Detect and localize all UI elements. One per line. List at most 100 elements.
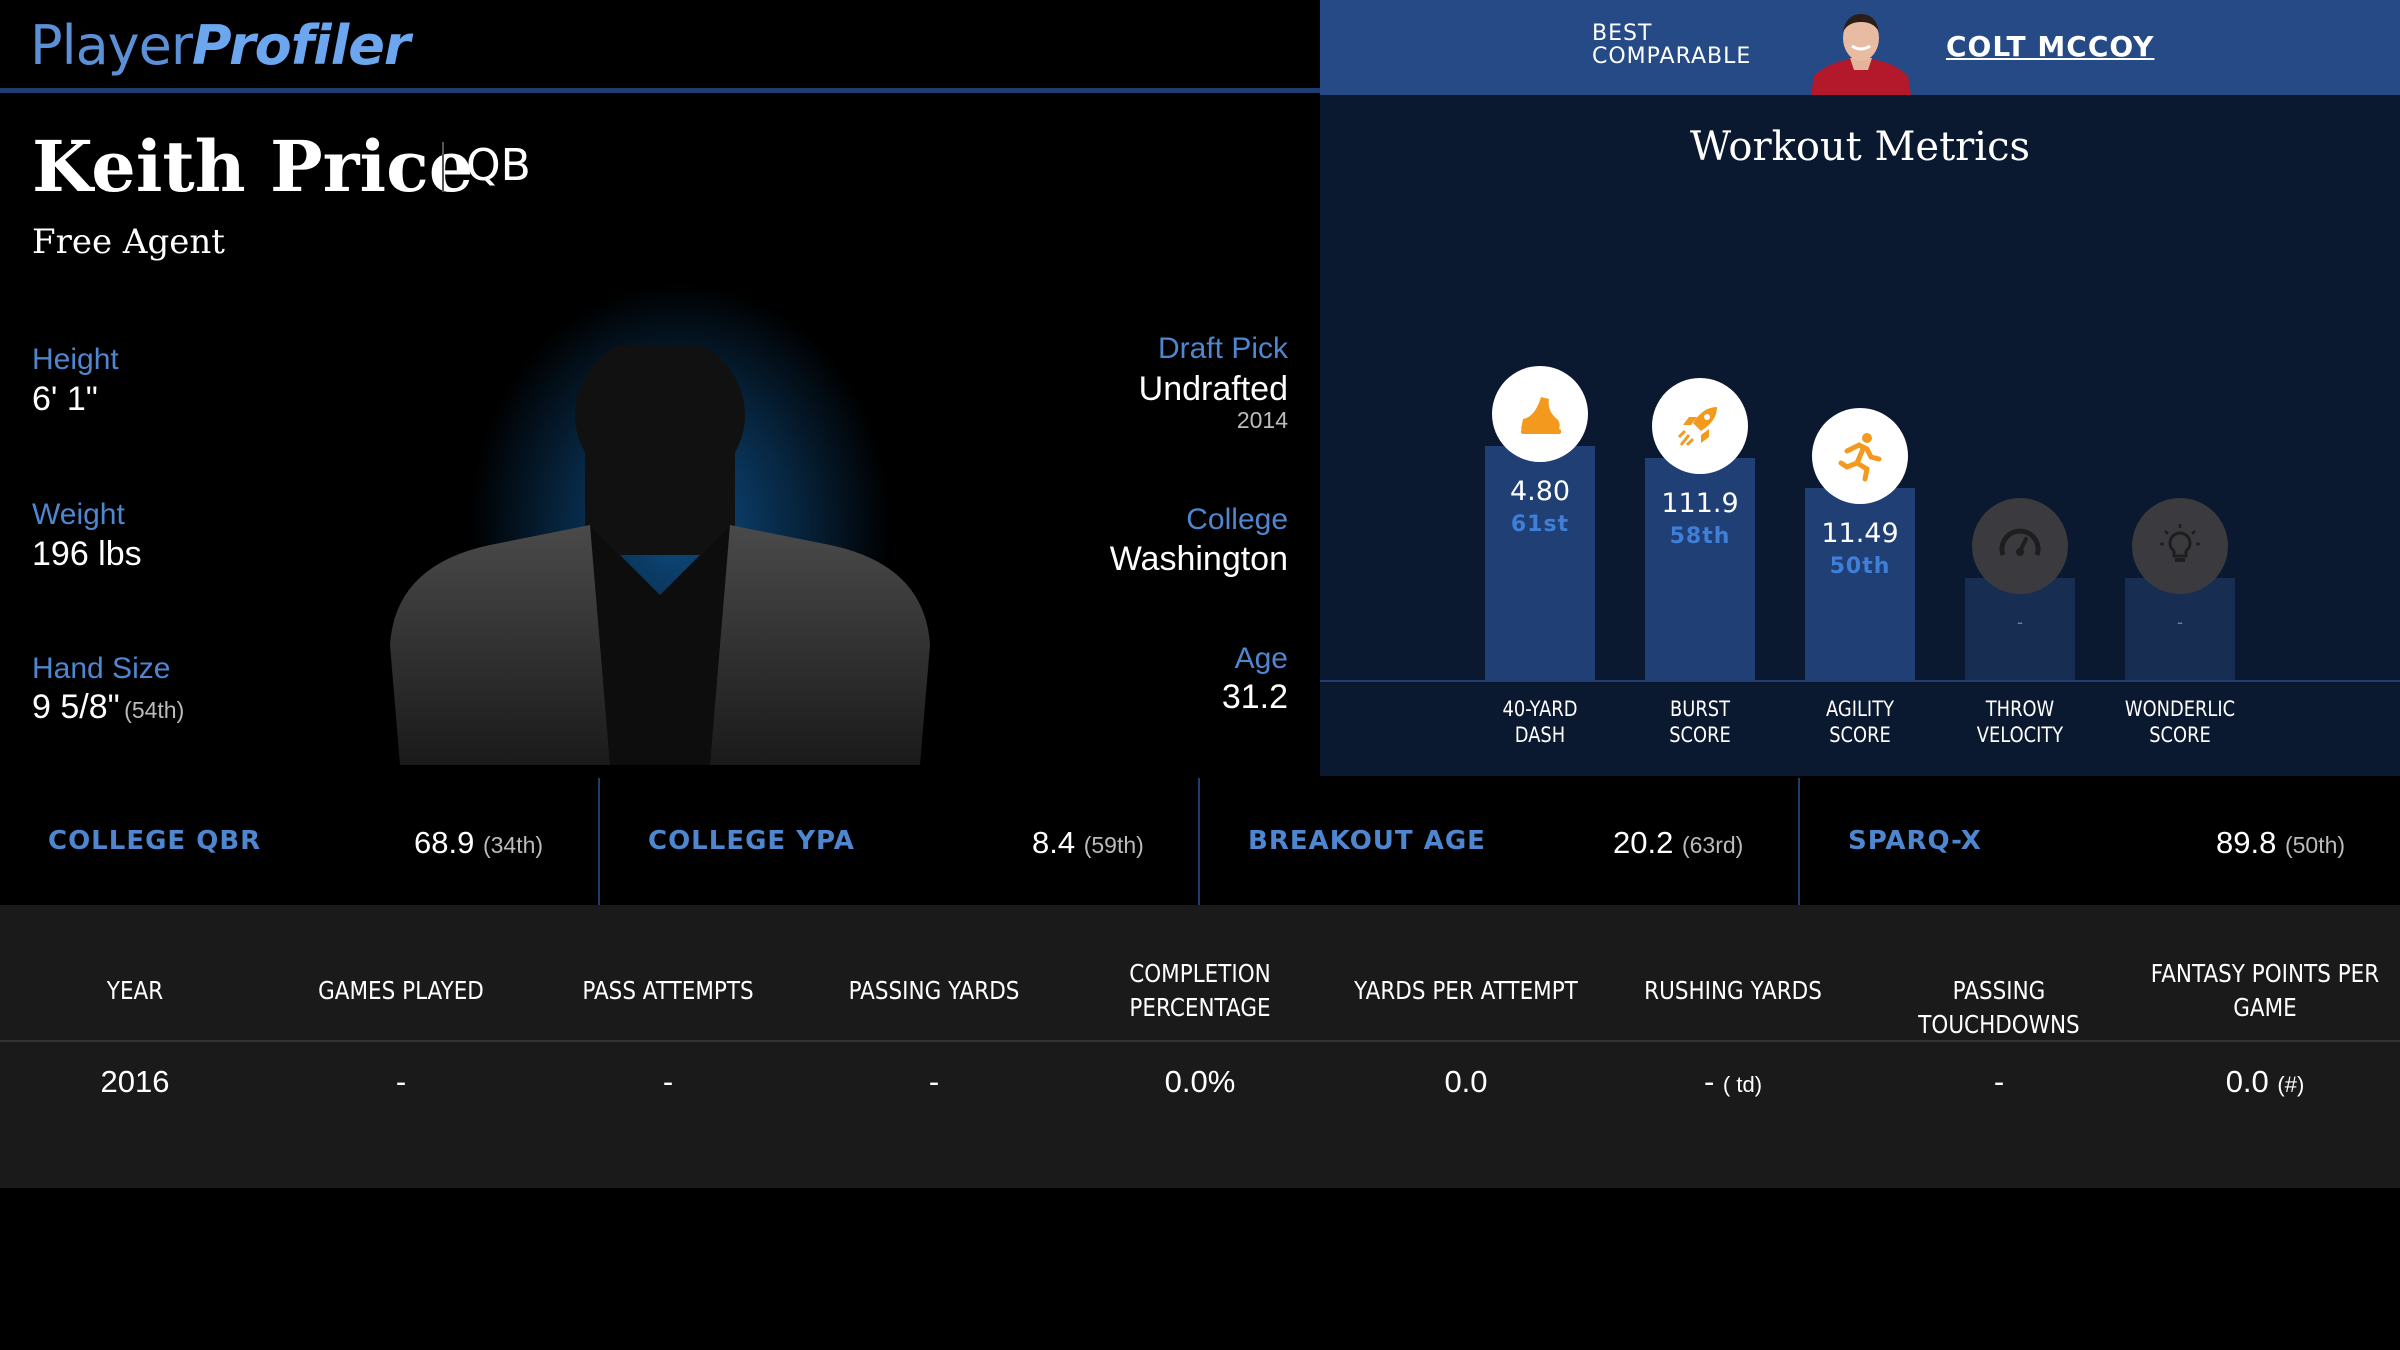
college-value: Washington bbox=[1109, 540, 1288, 578]
logo[interactable]: PlayerProfiler bbox=[30, 14, 410, 77]
forty-yard-dash-icon-circle bbox=[1492, 366, 1588, 462]
wonderlic-score-label: WONDERLIC SCORE bbox=[2112, 696, 2248, 748]
forty-yard-dash-percentile: 61st bbox=[1510, 512, 1570, 537]
burst-score-percentile: 58th bbox=[1669, 524, 1731, 549]
burst-score-label: BURST SCORE bbox=[1632, 696, 1768, 748]
forty-yard-dash-bar[interactable] bbox=[1485, 446, 1595, 680]
throw-velocity-bar[interactable] bbox=[1965, 578, 2075, 680]
burst-score-value: 111.9 bbox=[1661, 488, 1739, 519]
forty-yard-dash-label: 40-YARD DASH bbox=[1472, 696, 1608, 748]
cell-fantasy-ppg-value: 0.0 bbox=[2225, 1064, 2269, 1099]
runner-icon bbox=[1838, 433, 1882, 482]
burst-score-label-line2: SCORE bbox=[1669, 723, 1731, 747]
throw-velocity-label: THROW VELOCITY bbox=[1952, 696, 2088, 748]
cell-fantasy-ppg: 0.0 (#) bbox=[2130, 1064, 2400, 1100]
college-qbr-label: COLLEGE QBR bbox=[48, 826, 262, 856]
sparq-x-label: SPARQ-X bbox=[1848, 826, 1982, 856]
burst-score-label-line1: BURST bbox=[1670, 697, 1730, 721]
workout-baseline bbox=[1320, 680, 2400, 682]
comparable-player-photo bbox=[1811, 14, 1911, 95]
table-header-fantasy-line1: FANTASY POINTS PER bbox=[2150, 959, 2380, 988]
throw-velocity-value: - bbox=[2017, 612, 2023, 632]
table-header-rushing-yards-text: RUSHING YARDS bbox=[1644, 976, 1822, 1005]
running-shoe-icon bbox=[1521, 397, 1561, 434]
hand-size-value: 9 5/8" bbox=[32, 688, 120, 726]
forty-yard-dash-value: 4.80 bbox=[1509, 476, 1571, 507]
college-qbr-percentile: (34th) bbox=[482, 832, 544, 858]
player-silhouette-image bbox=[390, 345, 930, 765]
season-stats-table bbox=[0, 905, 2400, 1188]
sparq-x-percentile: (50th) bbox=[2284, 832, 2346, 858]
wonderlic-score-bar[interactable] bbox=[2125, 578, 2235, 680]
throw-velocity-icon-circle bbox=[1972, 498, 2068, 594]
age-value: 31.2 bbox=[1221, 678, 1288, 716]
rocket-icon bbox=[1677, 407, 1717, 447]
college-ypa-label: COLLEGE YPA bbox=[648, 826, 855, 856]
college-ypa-value-row: 8.4 (59th) bbox=[1032, 825, 1144, 861]
cell-rushing-yards: - ( td) bbox=[1598, 1064, 1868, 1100]
forty-yard-dash-label-line2: DASH bbox=[1514, 723, 1566, 747]
height-value: 6' 1" bbox=[32, 380, 98, 418]
agility-score-label-line2: SCORE bbox=[1829, 723, 1891, 747]
table-header-yards-per-attempt: YARDS PER ATTEMPT bbox=[1350, 974, 1582, 1008]
cell-games-played: - bbox=[395, 1064, 407, 1099]
wonderlic-score-value: - bbox=[2177, 612, 2183, 632]
comparable-player-link[interactable]: COLT MCCOY bbox=[1946, 30, 2155, 63]
table-header-passing-touchdowns-text: PASSING TOUCHDOWNS bbox=[1918, 976, 2080, 1039]
workout-metrics-title: Workout Metrics bbox=[1689, 124, 2031, 170]
age-label: Age bbox=[1234, 642, 1288, 675]
breakout-age-box[interactable] bbox=[1200, 778, 1800, 905]
table-header-completion-percentage: COMPLETION PERCENTAGE bbox=[1084, 957, 1316, 1025]
college-qbr-box[interactable] bbox=[0, 778, 600, 905]
wonderlic-score-label-line2: SCORE bbox=[2149, 723, 2211, 747]
agility-score-icon-circle bbox=[1812, 408, 1908, 504]
table-header-completion-line1: COMPLETION bbox=[1129, 959, 1271, 988]
table-header-passing-touchdowns: PASSING TOUCHDOWNS bbox=[1883, 974, 2115, 1042]
cell-fantasy-rank: (#) bbox=[2277, 1072, 2305, 1097]
breakout-age-value: 20.2 bbox=[1613, 825, 1674, 860]
college-ypa-box[interactable] bbox=[600, 778, 1200, 905]
cell-year: 2016 bbox=[100, 1064, 170, 1099]
table-header-rushing-yards: RUSHING YARDS bbox=[1617, 974, 1849, 1008]
breakout-age-percentile: (63rd) bbox=[1681, 832, 1744, 858]
table-header-completion-line2: PERCENTAGE bbox=[1129, 993, 1271, 1022]
table-header-pass-attempts-text: PASS ATTEMPTS bbox=[582, 976, 754, 1005]
sparq-x-value-row: 89.8 (50th) bbox=[2216, 825, 2345, 861]
college-qbr-value: 68.9 bbox=[414, 825, 475, 860]
agility-score-label-line1: AGILITY bbox=[1825, 697, 1894, 721]
weight-value: 196 lbs bbox=[32, 535, 142, 573]
table-header-year-text: YEAR bbox=[106, 976, 164, 1005]
cell-passing-yards: - bbox=[928, 1064, 940, 1099]
college-stats-strip bbox=[0, 778, 2400, 905]
cell-completion-pct: 0.0% bbox=[1164, 1064, 1236, 1099]
college-ypa-percentile: (59th) bbox=[1083, 832, 1144, 858]
speedometer-icon bbox=[1999, 528, 2041, 556]
table-header-fantasy-points: FANTASY POINTS PER GAME bbox=[2149, 957, 2381, 1025]
hand-size-percentile: (54th) bbox=[124, 697, 185, 723]
table-header-year: YEAR bbox=[19, 974, 251, 1008]
table-header-games-played-text: GAMES PLAYED bbox=[318, 976, 484, 1005]
table-header-divider bbox=[0, 1040, 2400, 1042]
logo-part-1: Player bbox=[30, 14, 193, 77]
cell-passing-touchdowns: - bbox=[1993, 1064, 2005, 1099]
cell-yards-per-attempt: 0.0 bbox=[1444, 1064, 1488, 1099]
breakout-age-value-row: 20.2 (63rd) bbox=[1613, 825, 1743, 861]
cell-pass-attempts: - bbox=[662, 1064, 674, 1099]
cell-rushing-td: ( td) bbox=[1722, 1072, 1763, 1097]
breakout-age-label: BREAKOUT AGE bbox=[1248, 826, 1486, 856]
table-header-fantasy-line2: GAME bbox=[2233, 993, 2297, 1022]
draft-pick-value: Undrafted bbox=[1138, 370, 1288, 408]
player-name: Keith Price bbox=[32, 125, 474, 208]
player-position: QB bbox=[466, 140, 531, 191]
hand-size-row: 9 5/8" (54th) bbox=[32, 688, 184, 727]
throw-velocity-label-line1: THROW bbox=[1985, 697, 2055, 721]
forty-yard-dash-label-line1: 40-YARD bbox=[1502, 697, 1578, 721]
burst-score-bar[interactable] bbox=[1645, 458, 1755, 680]
burst-score-icon-circle bbox=[1652, 378, 1748, 474]
weight-label: Weight bbox=[32, 498, 125, 531]
agility-score-bar[interactable] bbox=[1805, 488, 1915, 680]
height-label: Height bbox=[32, 343, 119, 376]
agility-score-percentile: 50th bbox=[1829, 554, 1891, 579]
lightbulb-icon bbox=[2160, 524, 2200, 562]
table-header-passing-yards-text: PASSING YARDS bbox=[848, 976, 1020, 1005]
